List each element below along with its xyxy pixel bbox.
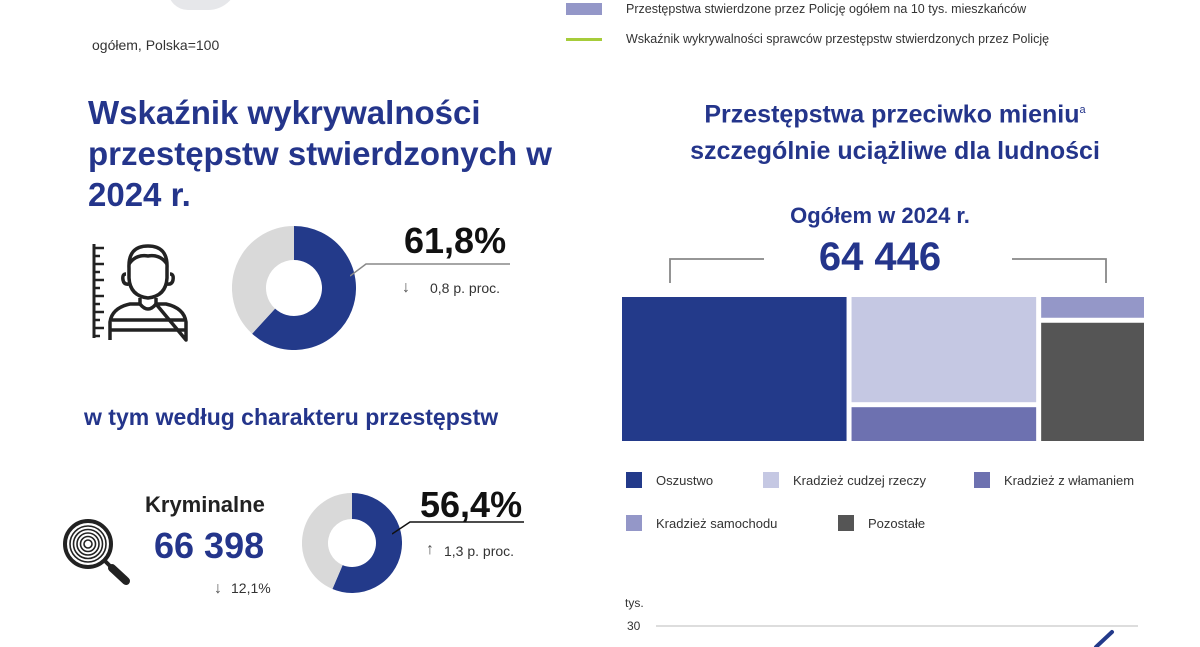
callout-line [392, 521, 524, 535]
detection-donut-chart [232, 226, 356, 350]
arrow-down-icon: ↓ [214, 580, 222, 597]
subtitle-by-type: w tym według charakteru przestępstw [84, 404, 499, 430]
detection-value: 61,8% [404, 220, 507, 261]
legend-swatch [838, 515, 854, 531]
donut-slice-rest [232, 226, 295, 334]
treemap-cell-fraud [622, 297, 847, 441]
arrow-down-icon: ↓ [402, 279, 410, 296]
legend-swatch-line [566, 37, 602, 41]
property-title: Przestępstwa przeciwko mieniua szczególn… [650, 92, 1140, 170]
detection-change: 0,8 p. proc. [430, 280, 501, 296]
footnote-marker: a [1079, 104, 1086, 116]
legend-item-theft: Kradzież cudzej rzeczy [763, 472, 926, 488]
treemap-cell-theft [851, 297, 1037, 403]
criminal-label: Kryminalne [145, 492, 265, 517]
legend-item-other: Pozostałe [838, 515, 925, 531]
legend-label: Kradzież z włamaniem [1004, 472, 1135, 488]
legend-label: Kradzież samochodu [656, 515, 778, 531]
legend-label: Oszustwo [656, 472, 714, 488]
criminal-donut-chart [302, 493, 402, 593]
legend-item-fraud: Oszustwo [626, 472, 713, 488]
detection-title: Wskaźnik wykrywalności przestępstw stwie… [88, 94, 552, 213]
line-chart-fragment [656, 625, 1138, 647]
treemap-cell-car-theft [1041, 297, 1144, 318]
legend-swatch [626, 472, 642, 488]
legend-swatch [974, 472, 990, 488]
property-title-line2: szczególnie uciążliwe dla ludności [690, 137, 1100, 166]
prisoner-icon [92, 244, 188, 342]
legend-label: Pozostałe [868, 515, 926, 531]
legend-swatch-box [566, 3, 602, 15]
criminal-count-change: 12,1% [231, 580, 271, 596]
total-label: Ogółem w 2024 r. [790, 203, 970, 228]
top-legend: Przestępstwa stwierdzone przez Policję o… [566, 0, 1049, 54]
property-treemap-chart [622, 297, 1144, 441]
callout-line [350, 263, 510, 277]
total-bracket [669, 258, 1107, 283]
treemap-cell-burglary [851, 407, 1037, 441]
fingerprint-magnifier-icon [63, 519, 130, 585]
poland-map-shape [168, 0, 238, 10]
legend-swatch [626, 515, 642, 531]
top-legend-label: Przestępstwa stwierdzone przez Policję o… [626, 2, 1027, 16]
donut-slice-detected [332, 493, 402, 593]
top-legend-item-detection: Wskaźnik wykrywalności sprawców przestęp… [566, 24, 1049, 54]
criminal-value: 56,4% [420, 484, 523, 525]
legend-item-burglary: Kradzież z włamaniem [974, 472, 1134, 488]
legend-label: Kradzież cudzej rzeczy [793, 472, 926, 488]
criminal-change: 1,3 p. proc. [444, 543, 515, 559]
line-chart-unit: tys. [625, 596, 644, 610]
treemap-cell-other [1041, 322, 1144, 441]
line-chart-ytick: 30 [627, 619, 641, 633]
property-title-line1: Przestępstwa przeciwko mieniu [704, 100, 1080, 129]
map-caption: ogółem, Polska=100 [92, 37, 220, 53]
total-value: 64 446 [818, 235, 942, 279]
criminal-count: 66 398 [154, 525, 265, 566]
line-series-segment [1094, 630, 1114, 647]
arrow-up-icon: ↑ [426, 541, 434, 558]
legend-swatch [763, 472, 779, 488]
top-legend-item-rate: Przestępstwa stwierdzone przez Policję o… [566, 0, 1049, 24]
donut-slice-rest [302, 493, 353, 590]
top-legend-label: Wskaźnik wykrywalności sprawców przestęp… [626, 32, 1050, 46]
donut-slice-detected [252, 226, 356, 350]
legend-item-car-theft: Kradzież samochodu [626, 515, 777, 531]
